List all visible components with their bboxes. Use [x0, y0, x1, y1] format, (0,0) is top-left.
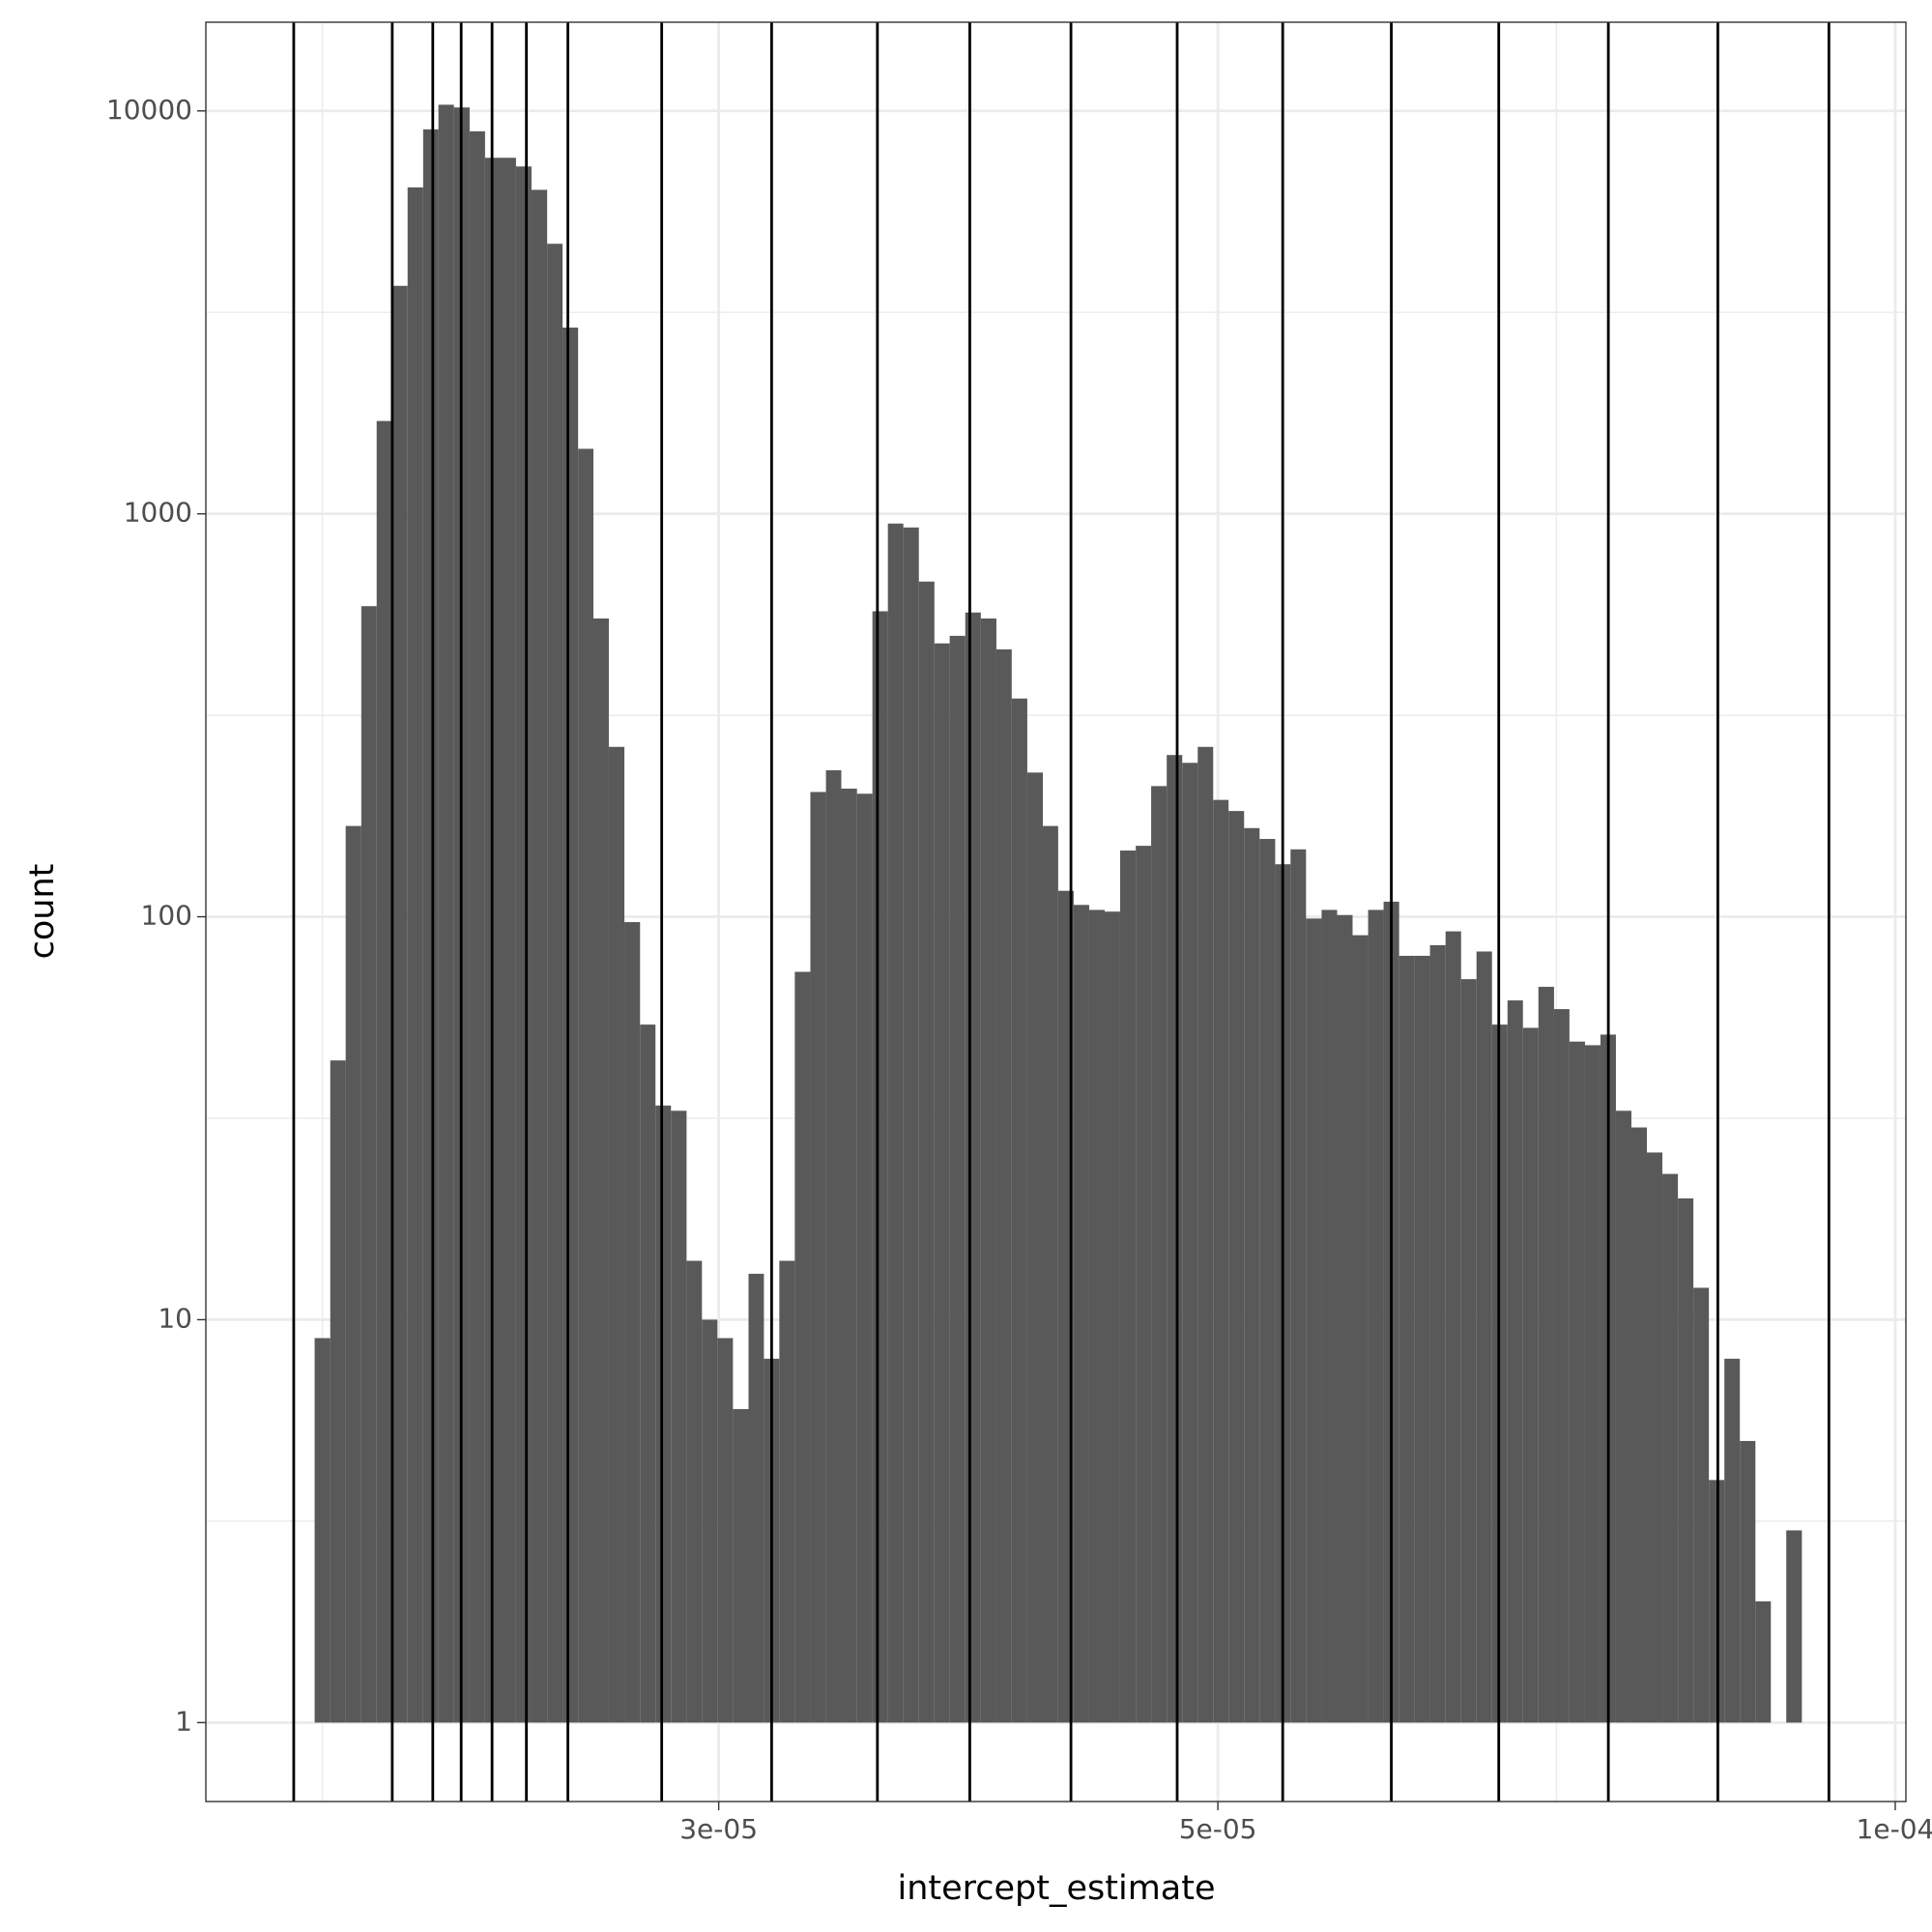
bar	[1662, 1173, 1679, 1723]
panel-border	[205, 21, 1907, 1802]
x-axis-title: intercept_estimate	[897, 1869, 1215, 1908]
bar	[562, 327, 579, 1723]
bar	[1755, 1600, 1772, 1723]
x-tick-label: 1e-04	[1857, 1813, 1932, 1845]
bar	[608, 746, 625, 1723]
bar	[1647, 1152, 1663, 1723]
bar	[1445, 931, 1461, 1723]
bar	[702, 1319, 718, 1723]
bar	[1244, 827, 1260, 1723]
bar	[391, 285, 408, 1723]
bar	[1584, 1045, 1600, 1723]
bar	[733, 1408, 749, 1723]
bar	[1678, 1197, 1694, 1723]
bar	[531, 189, 548, 1723]
y-axis-title: count	[23, 864, 62, 960]
bar	[1306, 918, 1322, 1723]
bar	[547, 244, 563, 1723]
y-tick-label: 1000	[124, 497, 192, 529]
bar	[1786, 1530, 1802, 1723]
y-tick-label: 10000	[106, 94, 192, 126]
bar	[1693, 1287, 1710, 1723]
bar	[1630, 1127, 1648, 1723]
bar	[1538, 987, 1554, 1723]
bar	[1368, 909, 1384, 1723]
bar	[903, 527, 919, 1723]
y-tick-label: 10	[158, 1302, 192, 1334]
bar	[965, 612, 981, 1723]
bar	[314, 1338, 331, 1723]
bar	[1460, 979, 1477, 1723]
x-tick-label: 3e-05	[679, 1813, 758, 1845]
bar	[624, 922, 641, 1723]
bar	[360, 606, 377, 1723]
bar	[748, 1273, 764, 1723]
bar	[1399, 955, 1415, 1723]
bar	[1724, 1358, 1741, 1723]
bar	[1043, 825, 1058, 1723]
bar	[856, 793, 873, 1723]
bar	[578, 448, 593, 1723]
bar	[376, 420, 392, 1723]
bar	[1553, 1009, 1570, 1723]
bar	[841, 788, 857, 1723]
bar	[1569, 1041, 1585, 1723]
bar	[1429, 944, 1446, 1723]
bar	[501, 158, 516, 1723]
bar	[1073, 905, 1089, 1723]
bar	[949, 635, 966, 1723]
bar	[1290, 849, 1307, 1723]
bar	[1182, 763, 1198, 1723]
bar	[717, 1338, 734, 1723]
bar	[330, 1060, 346, 1723]
bar	[1167, 755, 1183, 1723]
bar	[1321, 909, 1338, 1723]
y-tick-label: 100	[141, 900, 192, 932]
bar	[345, 825, 361, 1723]
bar	[1104, 911, 1120, 1723]
x-tick-label: 5e-05	[1179, 1813, 1257, 1845]
bar	[438, 104, 454, 1723]
bar	[1088, 909, 1105, 1723]
y-tick-label: 1	[175, 1705, 192, 1737]
bar	[1213, 799, 1229, 1723]
bar	[469, 130, 485, 1723]
bar	[1259, 839, 1276, 1723]
bar	[872, 611, 888, 1723]
bar	[980, 618, 996, 1723]
bar	[1026, 772, 1044, 1723]
bar	[1476, 951, 1492, 1723]
bar	[1337, 914, 1353, 1723]
bar	[422, 129, 439, 1723]
bar	[686, 1260, 703, 1723]
bar	[1507, 1000, 1523, 1723]
bar	[810, 792, 826, 1723]
bar	[1228, 811, 1245, 1723]
bar	[887, 523, 904, 1723]
bar	[825, 769, 842, 1723]
bar	[1740, 1440, 1756, 1723]
bar	[995, 649, 1012, 1723]
bar	[671, 1110, 687, 1723]
bar	[1615, 1110, 1631, 1723]
bar	[407, 187, 423, 1723]
bar	[1119, 851, 1137, 1723]
bar	[1522, 1027, 1539, 1723]
bar	[918, 581, 935, 1723]
bar	[655, 1105, 672, 1723]
bar	[1151, 786, 1168, 1723]
bar	[1414, 955, 1430, 1723]
bar	[592, 618, 609, 1723]
bar	[1136, 846, 1152, 1723]
bar	[640, 1024, 656, 1723]
bar	[1352, 935, 1369, 1723]
bar	[779, 1260, 795, 1723]
bar	[794, 971, 811, 1723]
bar	[1011, 698, 1027, 1723]
bar	[1197, 746, 1214, 1723]
bar	[934, 643, 950, 1723]
bar	[515, 166, 532, 1723]
